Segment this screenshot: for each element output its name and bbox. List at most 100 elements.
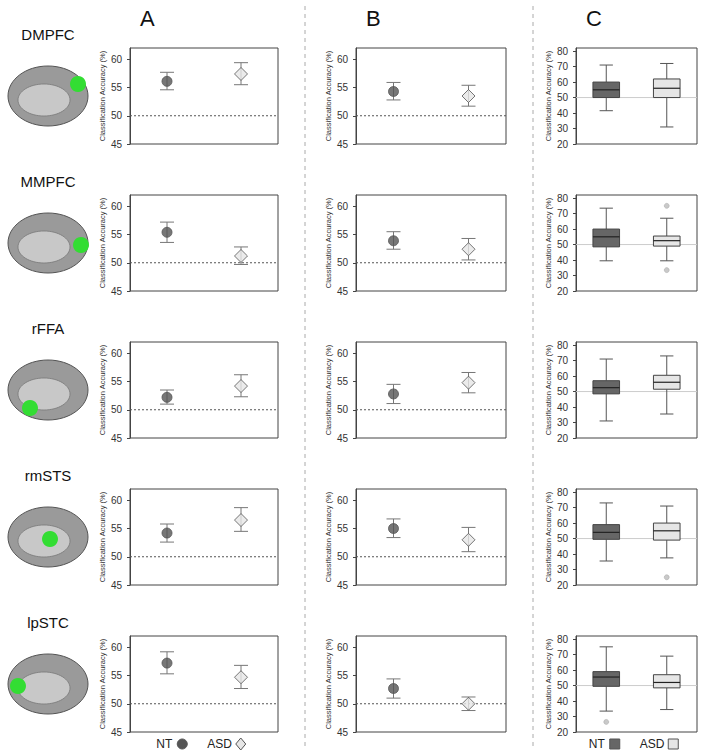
svg-text:A: A	[140, 6, 155, 31]
svg-text:60: 60	[111, 348, 123, 359]
svg-text:Classification Accuracy (%): Classification Accuracy (%)	[544, 197, 553, 288]
svg-text:50: 50	[337, 551, 349, 562]
svg-text:50: 50	[111, 110, 123, 121]
svg-text:70: 70	[557, 208, 569, 219]
svg-text:60: 60	[111, 54, 123, 65]
svg-text:Classification Accuracy (%): Classification Accuracy (%)	[98, 197, 107, 288]
svg-text:80: 80	[557, 340, 569, 351]
svg-text:45: 45	[111, 286, 123, 297]
svg-text:Classification Accuracy (%): Classification Accuracy (%)	[544, 50, 553, 141]
svg-text:50: 50	[557, 386, 569, 397]
svg-text:rmSTS: rmSTS	[25, 467, 72, 484]
svg-text:55: 55	[337, 670, 349, 681]
svg-text:80: 80	[557, 634, 569, 645]
svg-text:50: 50	[111, 257, 123, 268]
svg-text:Classification Accuracy (%): Classification Accuracy (%)	[544, 491, 553, 582]
svg-text:40: 40	[557, 255, 569, 266]
svg-text:60: 60	[337, 201, 349, 212]
svg-text:50: 50	[337, 257, 349, 268]
svg-text:45: 45	[111, 580, 123, 591]
svg-text:50: 50	[111, 404, 123, 415]
svg-text:40: 40	[557, 549, 569, 560]
svg-text:55: 55	[111, 376, 123, 387]
svg-text:45: 45	[111, 727, 123, 738]
svg-text:55: 55	[111, 670, 123, 681]
svg-text:40: 40	[557, 108, 569, 119]
svg-text:50: 50	[557, 680, 569, 691]
svg-text:30: 30	[557, 123, 569, 134]
svg-text:60: 60	[557, 518, 569, 529]
svg-text:55: 55	[111, 523, 123, 534]
svg-text:rFFA: rFFA	[32, 320, 65, 337]
svg-text:20: 20	[557, 139, 569, 150]
svg-text:60: 60	[111, 642, 123, 653]
svg-text:45: 45	[337, 286, 349, 297]
svg-text:50: 50	[557, 92, 569, 103]
svg-text:50: 50	[111, 551, 123, 562]
svg-text:45: 45	[337, 727, 349, 738]
svg-text:Classification Accuracy (%): Classification Accuracy (%)	[324, 50, 333, 141]
svg-text:45: 45	[111, 433, 123, 444]
svg-text:30: 30	[557, 564, 569, 575]
svg-text:Classification Accuracy (%): Classification Accuracy (%)	[324, 344, 333, 435]
svg-text:50: 50	[337, 110, 349, 121]
svg-text:NT: NT	[156, 737, 173, 751]
svg-text:60: 60	[111, 495, 123, 506]
svg-text:NT: NT	[589, 737, 606, 751]
svg-text:20: 20	[557, 580, 569, 591]
svg-text:Classification Accuracy (%): Classification Accuracy (%)	[544, 638, 553, 729]
svg-text:40: 40	[557, 402, 569, 413]
svg-text:50: 50	[337, 404, 349, 415]
svg-text:60: 60	[337, 495, 349, 506]
svg-text:B: B	[366, 6, 381, 31]
svg-text:55: 55	[337, 82, 349, 93]
svg-text:C: C	[586, 6, 602, 31]
svg-text:30: 30	[557, 711, 569, 722]
svg-text:MMPFC: MMPFC	[21, 173, 76, 190]
svg-text:70: 70	[557, 649, 569, 660]
svg-text:55: 55	[337, 229, 349, 240]
svg-text:DMPFC: DMPFC	[21, 26, 74, 43]
svg-text:50: 50	[557, 239, 569, 250]
svg-text:30: 30	[557, 417, 569, 428]
svg-text:45: 45	[337, 580, 349, 591]
svg-text:Classification Accuracy (%): Classification Accuracy (%)	[98, 344, 107, 435]
svg-text:20: 20	[557, 286, 569, 297]
svg-text:70: 70	[557, 502, 569, 513]
svg-text:60: 60	[337, 642, 349, 653]
svg-text:50: 50	[557, 533, 569, 544]
svg-text:Classification Accuracy (%): Classification Accuracy (%)	[98, 491, 107, 582]
svg-text:80: 80	[557, 46, 569, 57]
svg-text:60: 60	[557, 665, 569, 676]
svg-text:20: 20	[557, 727, 569, 738]
svg-text:80: 80	[557, 487, 569, 498]
svg-text:55: 55	[337, 523, 349, 534]
svg-text:55: 55	[337, 376, 349, 387]
svg-text:Classification Accuracy (%): Classification Accuracy (%)	[324, 197, 333, 288]
svg-text:50: 50	[111, 698, 123, 709]
svg-text:60: 60	[557, 224, 569, 235]
svg-text:60: 60	[557, 371, 569, 382]
svg-text:Classification Accuracy (%): Classification Accuracy (%)	[544, 344, 553, 435]
svg-text:60: 60	[111, 201, 123, 212]
svg-text:70: 70	[557, 355, 569, 366]
svg-text:Classification Accuracy (%): Classification Accuracy (%)	[98, 50, 107, 141]
svg-text:45: 45	[111, 139, 123, 150]
svg-text:Classification Accuracy (%): Classification Accuracy (%)	[324, 638, 333, 729]
svg-text:60: 60	[337, 348, 349, 359]
svg-text:Classification Accuracy (%): Classification Accuracy (%)	[98, 638, 107, 729]
svg-text:60: 60	[557, 77, 569, 88]
svg-text:55: 55	[111, 82, 123, 93]
svg-text:80: 80	[557, 193, 569, 204]
svg-text:lpSTC: lpSTC	[27, 614, 69, 631]
svg-text:55: 55	[111, 229, 123, 240]
svg-text:45: 45	[337, 433, 349, 444]
svg-text:ASD: ASD	[207, 737, 232, 751]
svg-text:45: 45	[337, 139, 349, 150]
svg-text:30: 30	[557, 270, 569, 281]
svg-text:Classification Accuracy (%): Classification Accuracy (%)	[324, 491, 333, 582]
svg-text:40: 40	[557, 696, 569, 707]
svg-text:50: 50	[337, 698, 349, 709]
svg-text:20: 20	[557, 433, 569, 444]
svg-text:ASD: ASD	[640, 737, 665, 751]
